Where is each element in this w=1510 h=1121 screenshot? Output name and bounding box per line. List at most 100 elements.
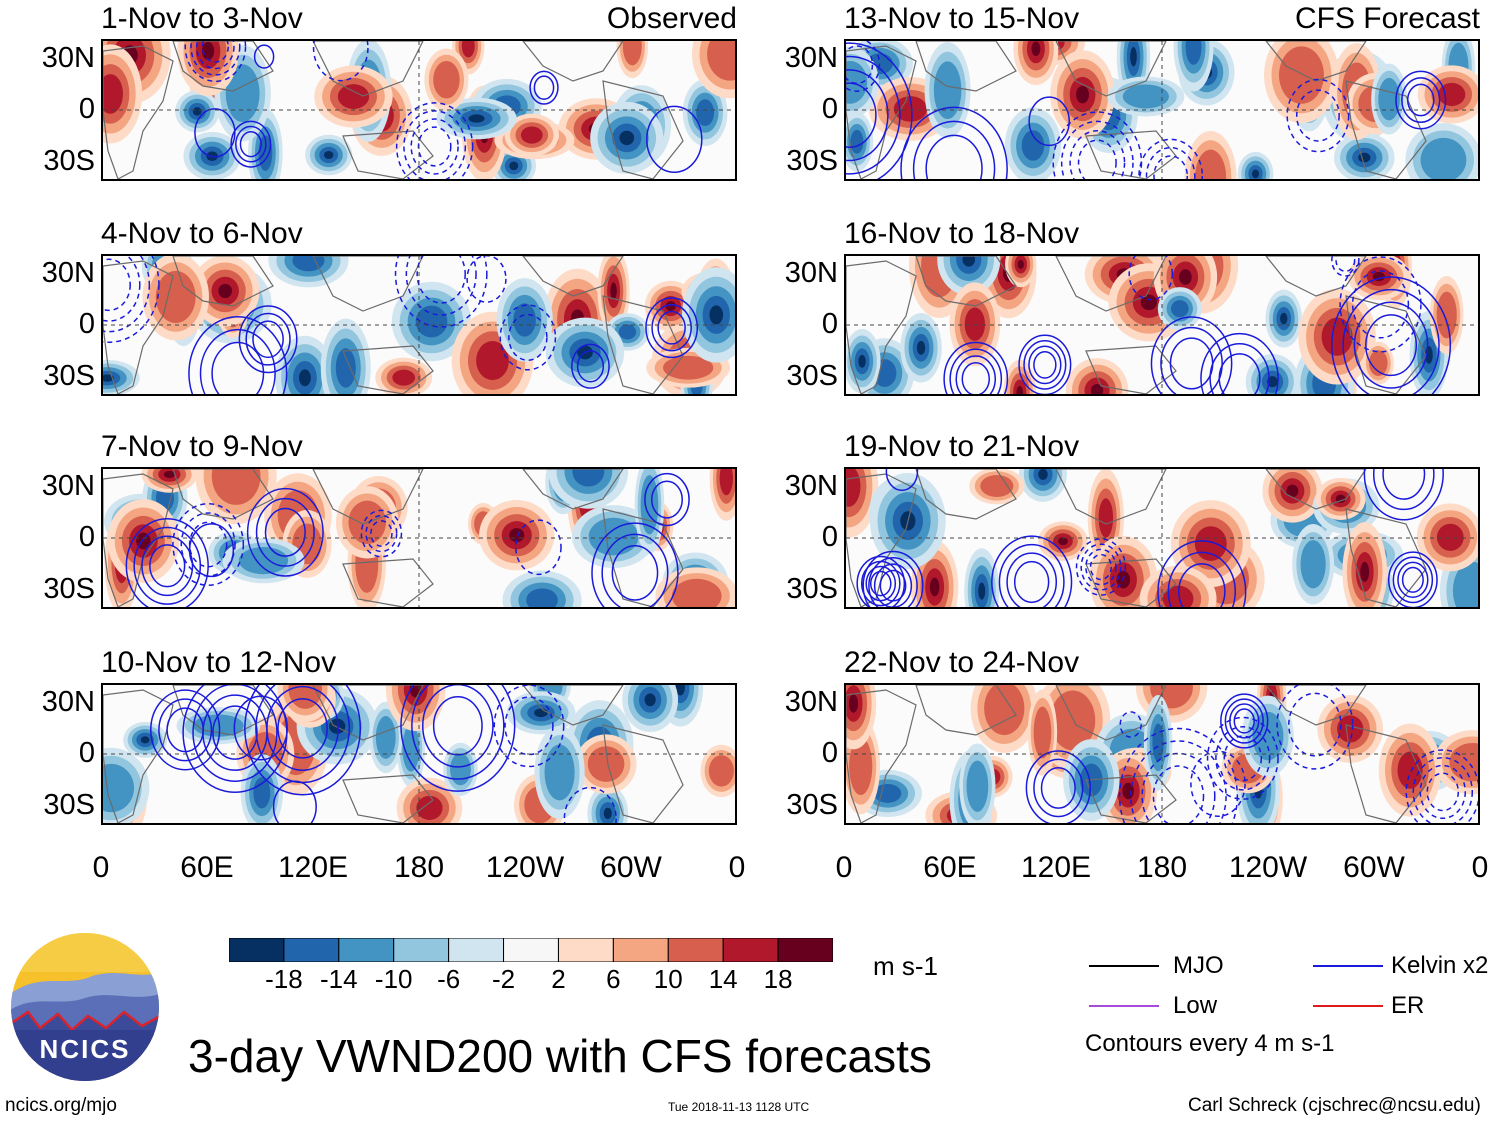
kelvin-contour xyxy=(846,55,901,175)
x-tick-label: 60W xyxy=(1343,851,1405,884)
kelvin-contour xyxy=(202,694,268,771)
colorbar-swatch xyxy=(393,937,450,963)
kelvin-contour xyxy=(1395,70,1447,130)
kelvin-contour xyxy=(1145,146,1196,179)
kelvin-contour xyxy=(103,256,141,322)
kelvin-contour xyxy=(230,120,272,168)
kelvin-contour xyxy=(403,110,467,179)
kelvin-contour xyxy=(1080,543,1122,591)
kelvin-contour xyxy=(529,70,559,105)
coastline xyxy=(1085,558,1177,607)
kelvin-contour xyxy=(499,304,557,371)
x-tick-label: 120W xyxy=(1228,851,1308,884)
kelvin-contour xyxy=(422,685,494,768)
kelvin-contour xyxy=(1406,83,1435,117)
anomaly-shading xyxy=(323,150,334,160)
anomaly-shading xyxy=(1185,41,1202,65)
anomaly-shading xyxy=(1140,294,1158,311)
kelvin-contour xyxy=(576,350,605,383)
map-panel-right-2 xyxy=(844,254,1480,396)
legend-line-kelvin xyxy=(1313,965,1383,967)
map-field xyxy=(103,41,735,179)
anomaly-shading xyxy=(140,736,150,744)
y-tick-label: 30N xyxy=(41,42,95,74)
anomaly-shading xyxy=(103,74,123,114)
kelvin-contour xyxy=(149,544,186,588)
coastline xyxy=(342,130,434,179)
kelvin-contour xyxy=(1220,693,1269,749)
anomaly-shading xyxy=(468,114,485,123)
anomaly-shading xyxy=(1280,312,1288,325)
kelvin-contour xyxy=(158,698,213,762)
coastline xyxy=(1085,130,1177,179)
anomaly-shading xyxy=(1436,291,1457,339)
kelvin-contour xyxy=(182,685,288,793)
colorbar-swatch xyxy=(338,937,395,963)
legend-label-mjo: MJO xyxy=(1173,952,1224,979)
kelvin-contour xyxy=(1206,716,1279,800)
kelvin-contour xyxy=(1363,469,1444,521)
kelvin-contour xyxy=(1419,764,1467,820)
coastline xyxy=(1055,685,1167,741)
colorbar-tick-label: 18 xyxy=(763,964,793,994)
kelvin-contour xyxy=(862,550,924,607)
anomaly-shading xyxy=(337,84,370,109)
kelvin-contour xyxy=(360,509,403,558)
coastline xyxy=(342,774,434,823)
anomaly-shading xyxy=(665,300,676,312)
anomaly-shading xyxy=(1251,169,1260,179)
map-panel-left-1 xyxy=(101,39,737,181)
kelvin-contour xyxy=(246,487,324,577)
anomaly-shading xyxy=(218,283,233,299)
y-tick-label: 30N xyxy=(41,686,95,718)
kelvin-contour xyxy=(1233,708,1255,734)
anomaly-shading xyxy=(288,685,322,709)
anomaly-shading xyxy=(719,469,733,496)
panel-title-left-4: 10-Nov to 12-Nov xyxy=(101,646,337,679)
kelvin-contour xyxy=(1405,749,1478,823)
coastline xyxy=(1265,469,1367,510)
kelvin-contour xyxy=(1085,548,1117,586)
y-tick-label: 30S xyxy=(43,789,95,821)
x-tick-label: 120E xyxy=(277,851,349,884)
kelvin-contour xyxy=(244,685,362,796)
kelvin-contour xyxy=(1060,120,1134,179)
coastline xyxy=(312,256,424,312)
anomaly-shading xyxy=(1286,484,1299,498)
kelvin-contour xyxy=(563,786,617,823)
kelvin-contour xyxy=(245,312,291,366)
kelvin-contour xyxy=(611,544,659,601)
kelvin-contour xyxy=(1128,256,1174,301)
kelvin-contour xyxy=(1150,316,1233,394)
kelvin-contour xyxy=(1401,77,1441,123)
coastline xyxy=(846,689,917,823)
kelvin-contour xyxy=(949,348,1003,394)
map-field xyxy=(846,256,1478,394)
kelvin-contour xyxy=(432,695,483,756)
anomaly-shading xyxy=(211,469,261,505)
anomaly-shading xyxy=(675,685,685,696)
kelvin-contour xyxy=(1028,96,1071,147)
coastline xyxy=(1345,80,1427,179)
map-panel-right-3 xyxy=(844,467,1480,609)
ncics-logo: NCICS xyxy=(10,932,160,1082)
coastline xyxy=(342,558,434,607)
footer-website[interactable]: ncics.org/mjo xyxy=(5,1095,117,1116)
kelvin-contour xyxy=(188,316,288,394)
coastline xyxy=(846,45,917,179)
anomaly-shading xyxy=(848,694,859,713)
kelvin-contour xyxy=(252,320,284,359)
y-tick-label: 30N xyxy=(41,470,95,502)
anomaly-shading xyxy=(433,60,460,99)
y-tick-label: 30S xyxy=(786,145,838,177)
coastline xyxy=(522,256,624,297)
kelvin-contour xyxy=(1033,350,1057,379)
anomaly-shading xyxy=(1436,523,1464,551)
colorbar-tick-label: -6 xyxy=(437,964,461,994)
anomaly-shading xyxy=(1321,317,1353,356)
coastline xyxy=(1055,469,1167,525)
anomaly-shading xyxy=(1122,84,1169,109)
kelvin-contour xyxy=(1025,750,1091,823)
panel-title-right-4: 22-Nov to 24-Nov xyxy=(844,646,1080,679)
kelvin-contour xyxy=(645,297,699,359)
